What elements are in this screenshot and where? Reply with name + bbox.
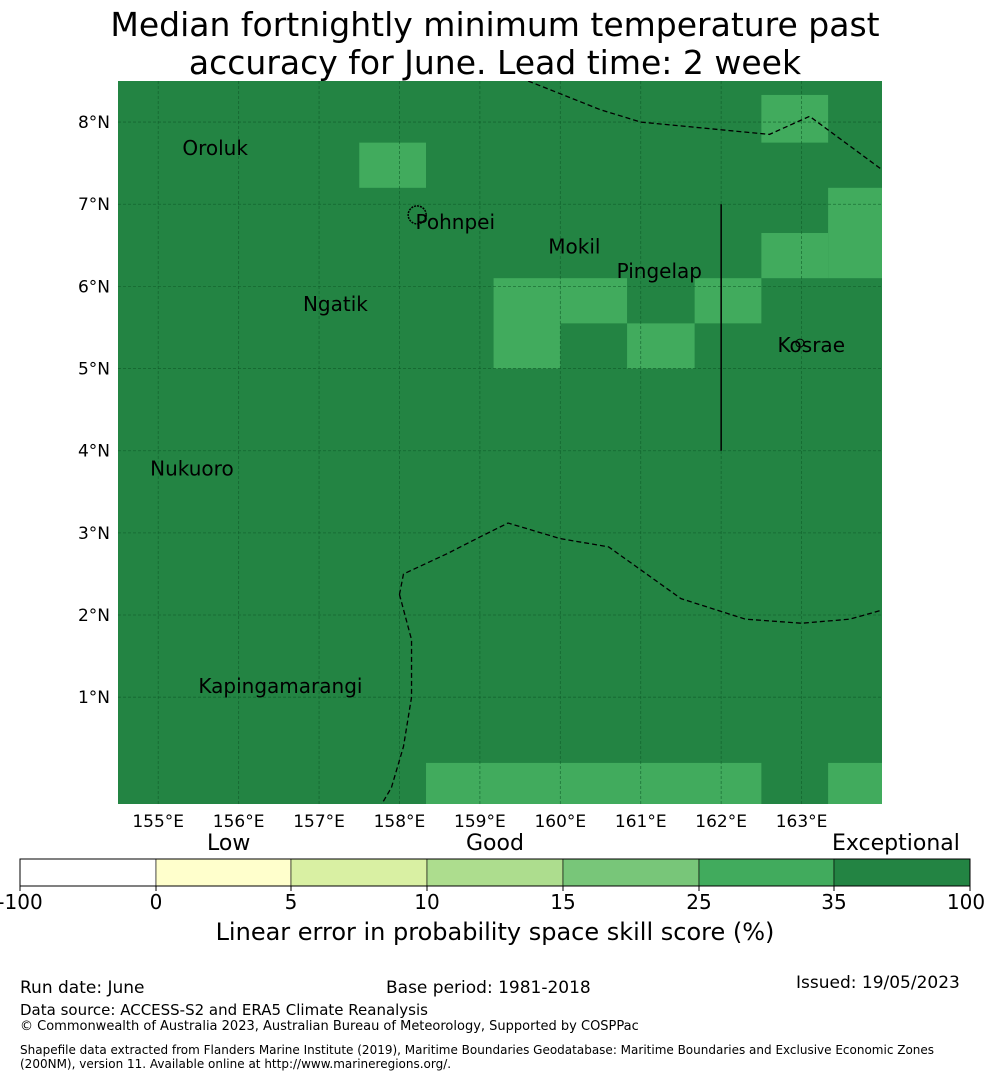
colorbar-label: Linear error in probability space skill …	[215, 918, 775, 946]
category-low: Low	[207, 831, 251, 856]
chart-title: Median fortnightly minimum temperature p…	[0, 6, 990, 82]
longitude-label: 155°E	[132, 812, 184, 832]
data-source: Data source: ACCESS-S2 and ERA5 Climate …	[20, 1001, 428, 1019]
colorbar-segment	[833, 858, 971, 887]
place-label: Pingelap	[617, 259, 702, 283]
latitude-label: 8°N	[78, 113, 110, 133]
place-label: Oroluk	[182, 136, 248, 160]
eez-boundary	[398, 522, 882, 624]
skill-cell	[426, 762, 762, 804]
skill-cell	[493, 278, 561, 369]
place-label: Kosrae	[777, 333, 845, 357]
colorbar-tick-label: 15	[550, 890, 576, 914]
longitude-label: 161°E	[615, 812, 667, 832]
longitude-label: 157°E	[293, 812, 345, 832]
latitude-label: 2°N	[78, 606, 110, 626]
skill-cell	[761, 94, 829, 143]
colorbar-tick-label: -100	[0, 890, 43, 914]
shapefile-credit-1: Shapefile data extracted from Flanders M…	[20, 1043, 935, 1057]
colorbar-tick-label: 35	[821, 890, 847, 914]
colorbar-segment	[698, 858, 835, 887]
colorbar-tick-label: 100	[946, 890, 986, 914]
colorbar-tick-label: 25	[686, 890, 712, 914]
longitude-label: 160°E	[534, 812, 586, 832]
colorbar-segment	[19, 858, 157, 887]
colorbar-tick-label: 10	[414, 890, 440, 914]
skill-cell	[359, 142, 427, 188]
colorbar-tick-label: 5	[284, 890, 298, 914]
kosrae-island	[795, 338, 805, 348]
latitude-label: 7°N	[78, 195, 110, 215]
latitude-label: 4°N	[78, 442, 110, 462]
title-line-1: Median fortnightly minimum temperature p…	[110, 5, 880, 44]
longitude-label: 159°E	[454, 812, 506, 832]
longitude-label: 162°E	[695, 812, 747, 832]
run-date: Run date: June	[20, 978, 145, 998]
skill-cell	[828, 187, 882, 279]
longitude-label: 158°E	[374, 812, 426, 832]
place-label: Ngatik	[303, 292, 368, 316]
latitude-label: 6°N	[78, 277, 110, 297]
colorbar-segment	[290, 858, 428, 887]
eez-boundary	[381, 594, 413, 804]
category-good: Good	[466, 831, 524, 856]
colorbar-segment	[155, 858, 292, 887]
issued-date: Issued: 19/05/2023	[796, 973, 960, 993]
skill-cell	[694, 278, 762, 324]
place-label: Pohnpei	[416, 210, 496, 234]
map-background	[118, 81, 882, 804]
copyright: © Commonwealth of Australia 2023, Austra…	[20, 1019, 639, 1034]
colorbar-segment	[562, 858, 700, 887]
skill-cell	[828, 762, 882, 804]
pohnpei-island	[407, 205, 427, 225]
longitude-label: 163°E	[776, 812, 828, 832]
place-label: Mokil	[548, 235, 600, 259]
shapefile-credit-2: (200NM), version 11. Available online at…	[20, 1057, 452, 1071]
category-exceptional: Exceptional	[832, 831, 960, 856]
skill-cell	[627, 323, 695, 369]
place-label: Kapingamarangi	[198, 674, 362, 698]
latitude-label: 5°N	[78, 360, 110, 380]
place-label: Nukuoro	[150, 456, 234, 480]
base-period: Base period: 1981-2018	[386, 978, 591, 998]
eez-boundary	[527, 81, 882, 171]
colorbar-tick-label: 0	[149, 890, 163, 914]
colorbar-segment	[426, 858, 564, 887]
colorbar-frame	[19, 858, 971, 887]
latitude-label: 1°N	[78, 688, 110, 708]
longitude-label: 156°E	[213, 812, 265, 832]
skill-cell	[560, 278, 628, 324]
skill-cell	[761, 232, 829, 279]
latitude-label: 3°N	[78, 524, 110, 544]
title-line-2: accuracy for June. Lead time: 2 week	[188, 43, 802, 82]
